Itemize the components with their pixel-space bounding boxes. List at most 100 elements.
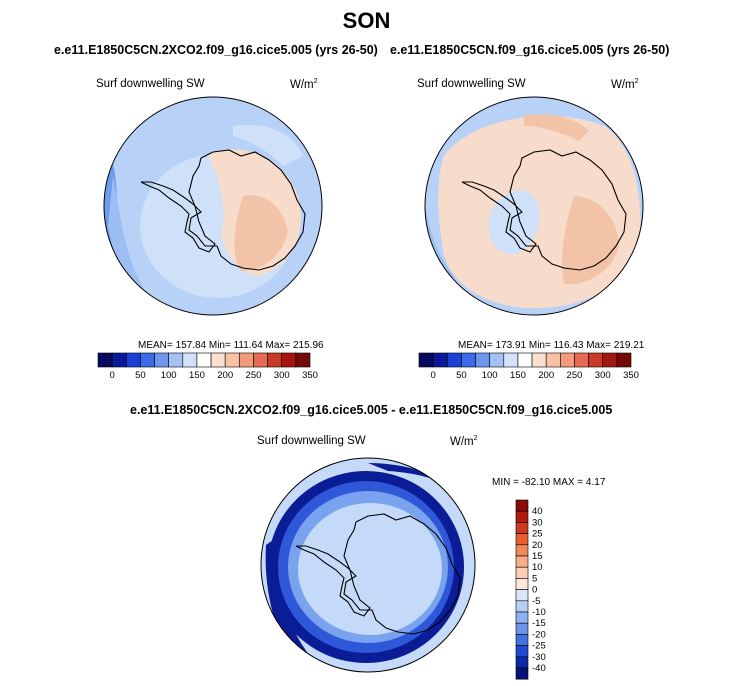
diff-colorbar-box <box>515 555 529 568</box>
panel-1-map-boundary <box>103 96 323 316</box>
diff-coastline <box>295 513 461 635</box>
panel-1-case-title: e.e11.E1850C5CN.2XCO2.f09_g16.cice5.005 … <box>54 43 378 57</box>
colorbar-tick-label: 300 <box>274 370 290 381</box>
colorbar-box <box>239 352 254 368</box>
colorbar-tick-label: 200 <box>538 370 554 381</box>
colorbar-box <box>295 352 311 368</box>
colorbar-tick-label: 150 <box>510 370 526 381</box>
colorbar-box <box>432 352 448 368</box>
diff-case-title: e.e11.E1850C5CN.2XCO2.f09_g16.cice5.005 … <box>130 403 613 417</box>
colorbar-box <box>97 352 113 368</box>
colorbar-box <box>111 352 127 368</box>
diff-colorbar-tick-label: 40 <box>532 506 543 517</box>
colorbar-box <box>210 352 226 368</box>
colorbar-tick-label: 300 <box>595 370 611 381</box>
diff-colorbar-tick-label: 25 <box>532 529 543 540</box>
colorbar-tick-label: 150 <box>189 370 205 381</box>
diff-colorbar-box <box>515 499 529 512</box>
diff-colorbar-tick-label: -20 <box>532 629 546 640</box>
diff-polar-map <box>260 457 476 673</box>
colorbar-box <box>461 352 476 368</box>
colorbar-box <box>182 352 198 368</box>
diff-colorbar-tick-label: 5 <box>532 573 537 584</box>
colorbar-tick-label: 50 <box>135 370 146 381</box>
diff-colorbar-tick-label: -10 <box>532 607 546 618</box>
colorbar-box <box>253 352 268 368</box>
diff-colorbar-box <box>515 533 529 546</box>
colorbar-box <box>446 352 462 368</box>
diff-colorbar-tick-label: 0 <box>532 585 537 596</box>
diff-colorbar-tick-label: 20 <box>532 540 543 551</box>
colorbar-box <box>140 352 155 368</box>
colorbar-box <box>574 352 589 368</box>
colorbar-tick-label: 100 <box>482 370 498 381</box>
colorbar-tick-label: 100 <box>161 370 177 381</box>
diff-colorbar-box <box>515 544 529 557</box>
diff-colorbar-box <box>515 522 529 534</box>
diff-colorbar-tick-label: -15 <box>532 618 546 629</box>
colorbar-tick-label: 0 <box>430 370 435 381</box>
diff-colorbar-box <box>515 566 529 579</box>
diff-units-label: W/m2 <box>450 435 478 448</box>
panel-1-units-label: W/m2 <box>290 78 318 91</box>
colorbar-box <box>168 352 184 368</box>
colorbar-box <box>588 352 604 368</box>
diff-colorbar-tick-label: -25 <box>532 641 546 652</box>
panel-2-coastline <box>461 149 627 271</box>
panel-2-map-boundary <box>424 96 644 316</box>
colorbar-tick-label: 350 <box>623 370 639 381</box>
colorbar-box <box>224 352 240 368</box>
diff-colorbar-tick-label: 15 <box>532 551 543 562</box>
colorbar-tick-label: 50 <box>456 370 467 381</box>
diff-colorbar-box <box>515 510 529 523</box>
panel-2-variable-label: Surf downwelling SW <box>417 78 526 90</box>
diff-colorbar-box <box>515 645 529 658</box>
panel-2-units-label: W/m2 <box>611 78 639 91</box>
colorbar-box <box>281 352 297 368</box>
colorbar-box <box>503 352 519 368</box>
colorbar-tick-label: 250 <box>567 370 583 381</box>
colorbar-tick-label: 0 <box>109 370 114 381</box>
colorbar-box <box>489 352 505 368</box>
colorbar-box <box>475 352 490 368</box>
panel-2-stats: MEAN= 173.91 Min= 116.43 Max= 219.21 <box>458 340 645 351</box>
diff-colorbar-box <box>515 589 529 602</box>
diff-variable-label: Surf downwelling SW <box>257 435 366 447</box>
diff-colorbar-box <box>515 611 529 624</box>
diff-colorbar-tick-label: -30 <box>532 652 546 663</box>
panel-2-case-title: e.e11.E1850C5CN.f09_g16.cice5.005 (yrs 2… <box>390 43 670 57</box>
diff-colorbar-box <box>515 634 529 646</box>
diff-inner-field <box>298 503 442 635</box>
panel-1-colorbar: 0 50 100 150 200 250 300 350 <box>97 352 318 381</box>
colorbar-tick-label: 350 <box>302 370 318 381</box>
panel-2-polar-map <box>424 96 644 316</box>
diff-colorbar-box <box>515 667 529 680</box>
panel-1-stats: MEAN= 157.84 Min= 111.64 Max= 215.96 <box>138 340 324 351</box>
colorbar-box <box>196 352 212 368</box>
colorbar-tick-label: 200 <box>217 370 233 381</box>
colorbar-box <box>154 352 169 368</box>
diff-colorbar-tick-label: -5 <box>532 596 540 607</box>
colorbar-box <box>267 352 283 368</box>
panel-1-polar-map <box>103 96 323 316</box>
diff-colorbar-box <box>515 578 529 590</box>
colorbar-box <box>616 352 632 368</box>
panel-1-coastline <box>140 149 306 271</box>
panel-1-variable-label: Surf downwelling SW <box>96 78 205 90</box>
diff-map-boundary <box>260 457 476 673</box>
diff-colorbar-box <box>515 656 529 669</box>
diff-colorbar-tick-label: -40 <box>532 663 546 674</box>
panel-2-colorbar: 0 50 100 150 200 250 300 350 <box>418 352 639 381</box>
colorbar-box <box>602 352 618 368</box>
colorbar-box <box>517 352 533 368</box>
colorbar-box <box>545 352 561 368</box>
figure-title: SON <box>342 8 391 33</box>
colorbar-box <box>560 352 575 368</box>
colorbar-box <box>531 352 547 368</box>
diff-colorbar-tick-label: 30 <box>532 517 543 528</box>
diff-colorbar-box <box>515 600 529 613</box>
diff-colorbar-box <box>515 622 529 635</box>
colorbar-box <box>418 352 434 368</box>
diff-colorbar-tick-label: 10 <box>532 562 543 573</box>
